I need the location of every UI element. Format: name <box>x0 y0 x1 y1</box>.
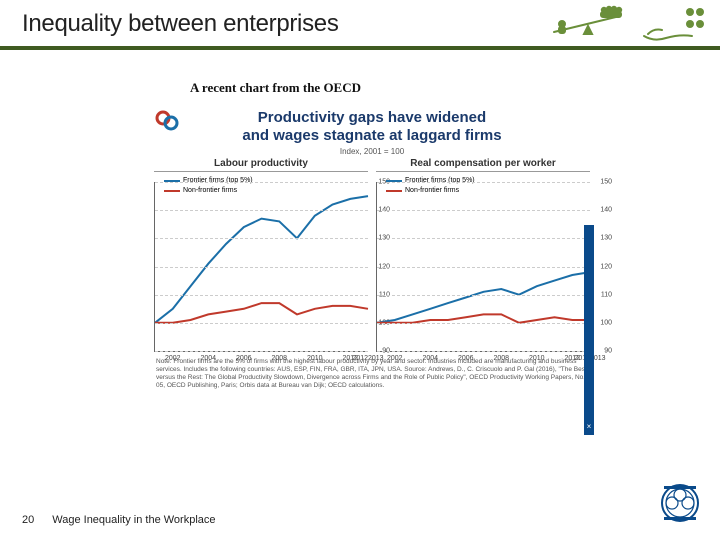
plot-right: 9010011012013014015020022004200620082010… <box>376 182 590 352</box>
subtitle: A recent chart from the OECD <box>190 80 361 96</box>
footer-title: Wage Inequality in the Workplace <box>52 514 215 526</box>
chart-title: Productivity gaps have widened and wages… <box>148 105 596 147</box>
chart-index-note: Index, 2001 = 100 <box>148 147 596 156</box>
header-icons <box>548 2 708 46</box>
page-number: 20 <box>22 514 34 526</box>
accent-symbol: × <box>584 422 594 431</box>
ilo-logo-icon <box>658 481 702 530</box>
oecd-chart: Productivity gaps have widened and wages… <box>148 105 596 425</box>
panel-left: Labour productivity Frontier firms (top … <box>154 158 368 352</box>
footer: 20 Wage Inequality in the Workplace <box>22 514 216 526</box>
title-rule <box>0 46 720 50</box>
slide: Inequality between enterprises A recent … <box>0 0 720 540</box>
panel-right-title: Real compensation per worker <box>376 158 590 172</box>
panel-right: Real compensation per worker Frontier fi… <box>376 158 590 352</box>
chart-title-line1: Productivity gaps have widened <box>258 109 486 126</box>
chart-title-line2: and wages stagnate at laggard firms <box>242 127 501 144</box>
chart-side-accent: × <box>584 225 594 435</box>
balance-and-hand-icon <box>548 2 708 46</box>
plot-left: 9010011012013014015020022004200620082010… <box>154 182 368 352</box>
title-area: Inequality between enterprises <box>22 10 560 38</box>
page-title: Inequality between enterprises <box>22 10 560 38</box>
oecd-logo-icon <box>154 109 184 133</box>
chart-panels: Labour productivity Frontier firms (top … <box>148 158 596 352</box>
panel-left-title: Labour productivity <box>154 158 368 172</box>
